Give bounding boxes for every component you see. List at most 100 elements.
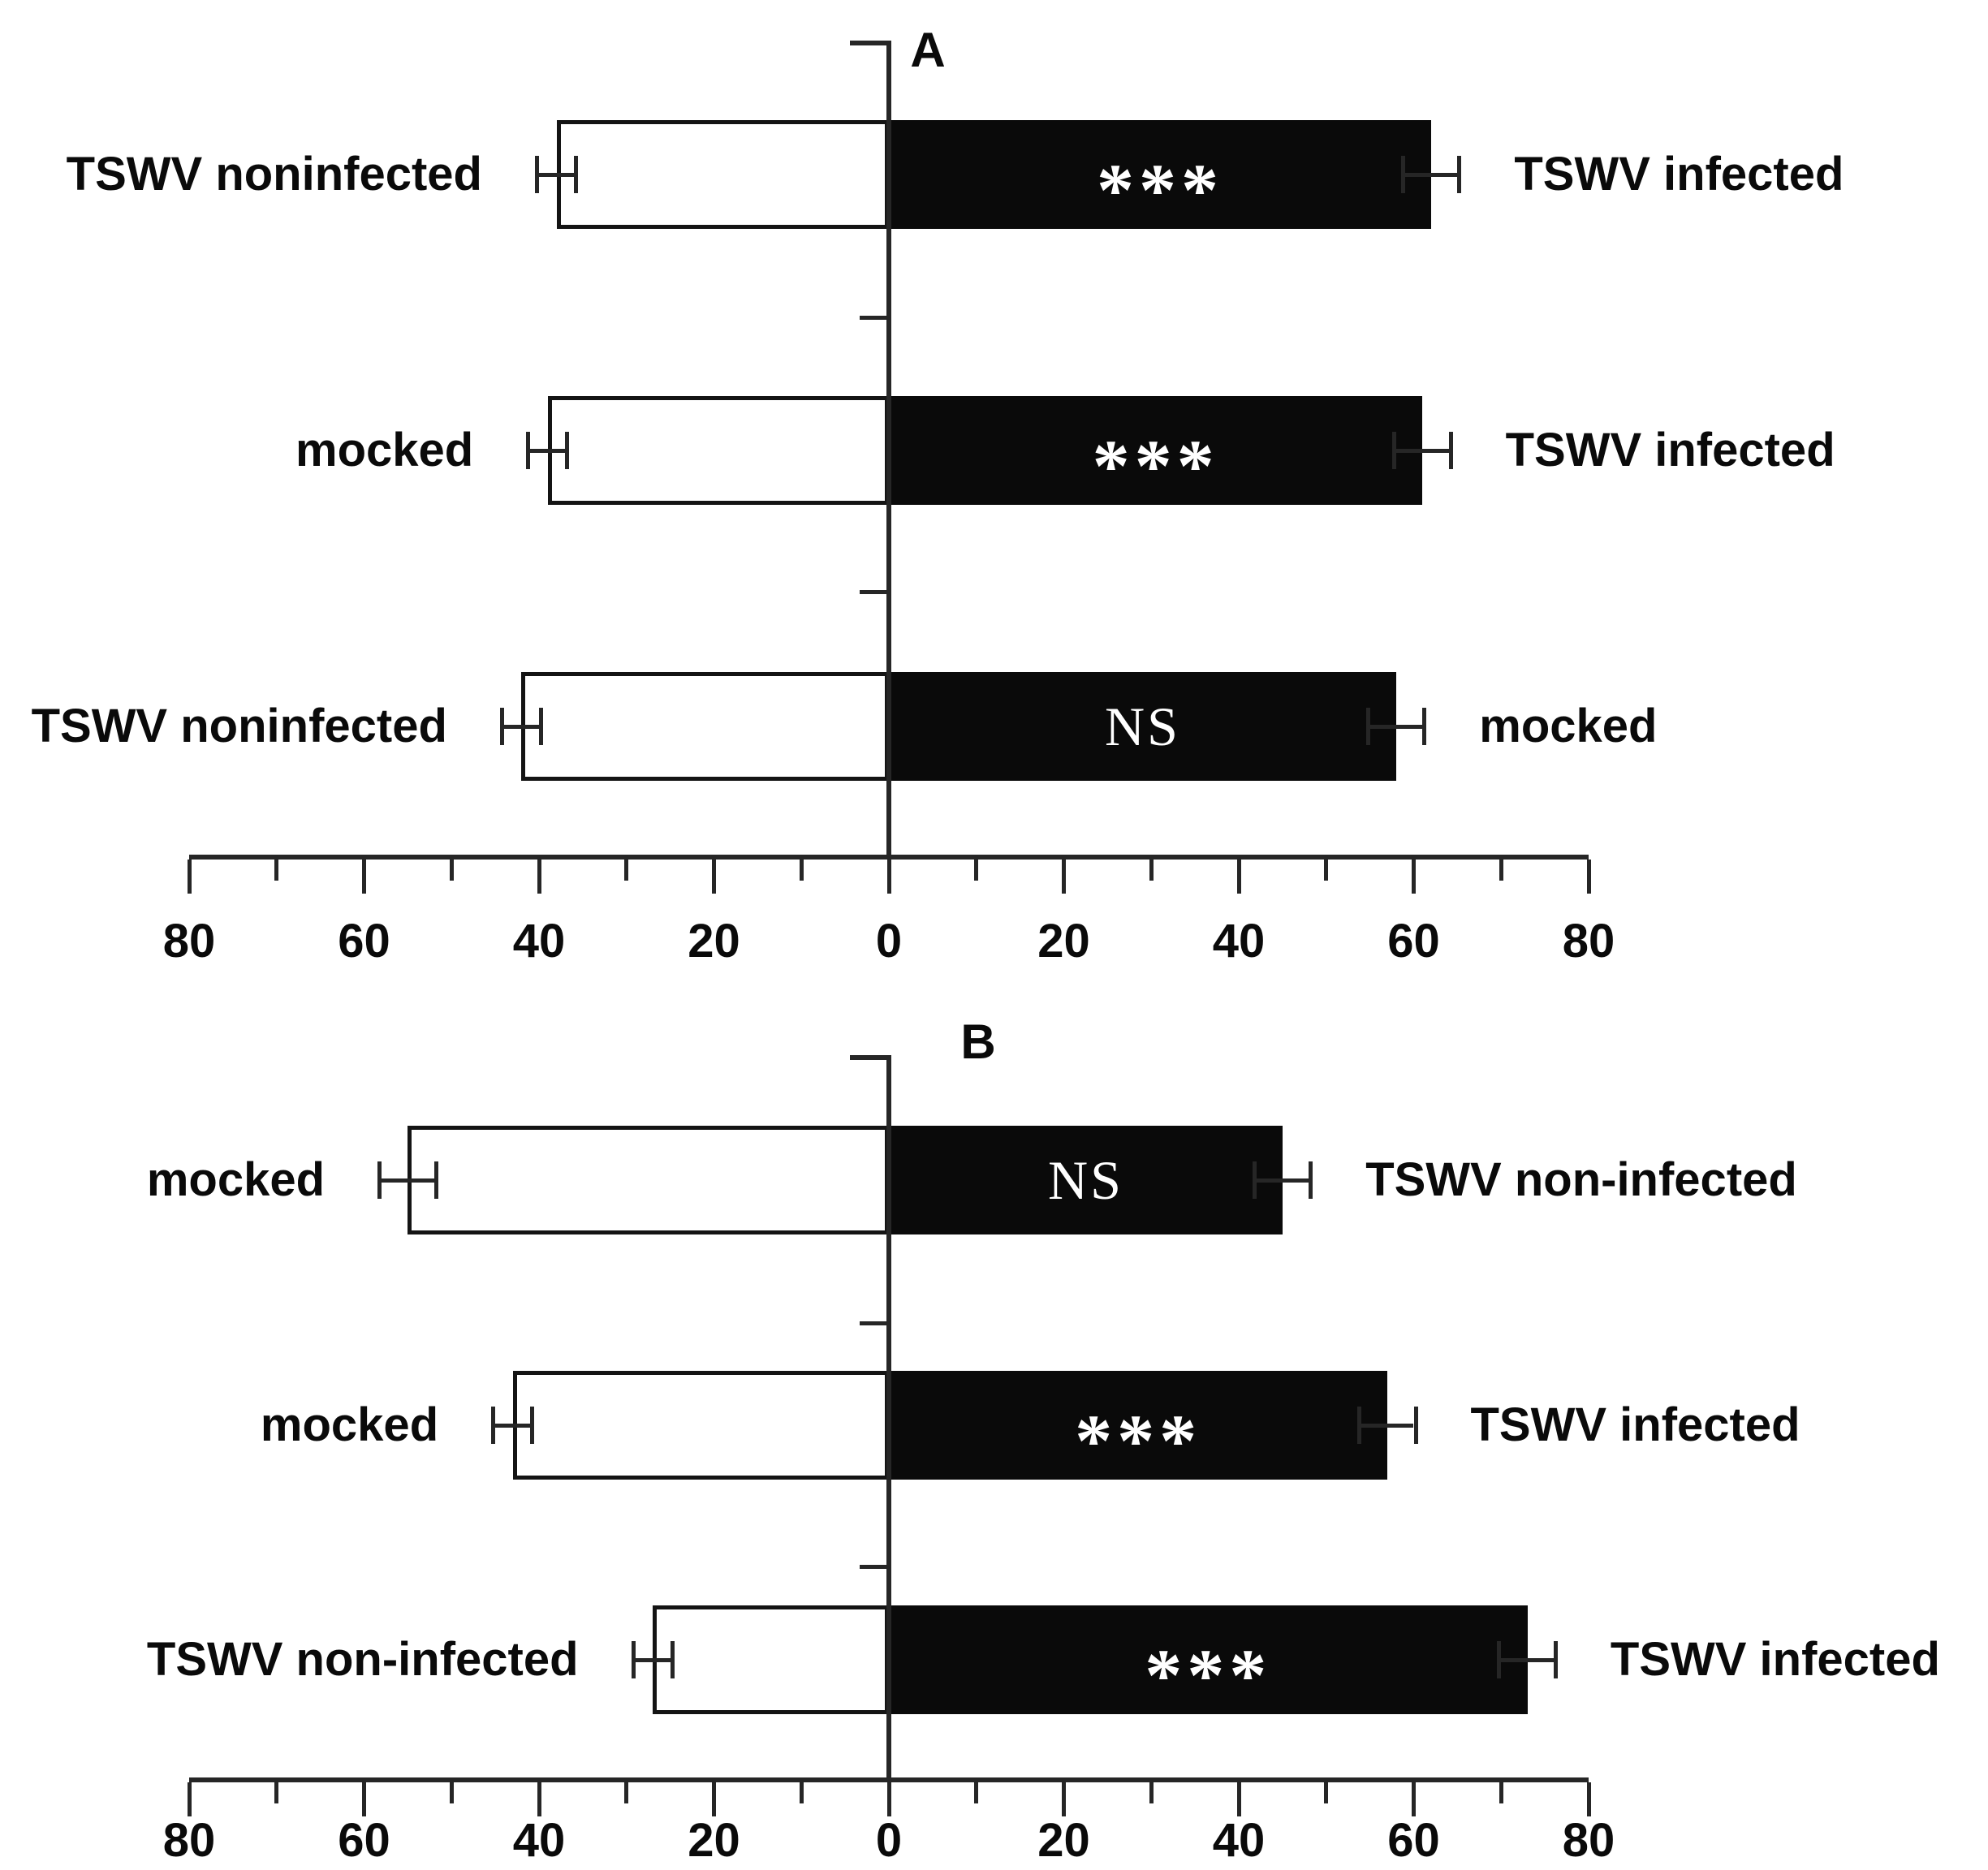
panel-B-x-tick-80 [1586,1782,1591,1816]
panel-B-x-tick-40 [1236,1782,1241,1816]
panel-B-x-tick--80 [187,1782,192,1816]
panel-A-x-tick-40 [1236,860,1241,894]
left-bar-A3 [521,672,889,781]
panel-A-x-tick-30 [1149,860,1154,881]
panel-A-x-tick-label-5-text: 20 [1037,915,1090,967]
panel-A-x-tick-label-6-text: 40 [1212,915,1266,967]
panel-B-x-tick-label-6: 40 [1213,1817,1266,1864]
left-bar-B2 [512,1371,889,1480]
panel-B-x-tick--60 [362,1782,366,1816]
left-category-label-A3-text: TSWV noninfected [31,700,447,752]
panel-B-x-tick-label-0-text: 80 [162,1814,216,1867]
panel-A-x-tick-80 [1586,860,1591,894]
left-error-cap-inner-B2 [530,1407,535,1444]
left-category-label-A3: TSWV noninfected [32,703,447,750]
panel-B-x-tick-label-8: 80 [1563,1817,1615,1864]
right-category-label-B3: TSWV infected [1611,1636,1940,1683]
significance-label-B1-text: NS [1047,1148,1123,1211]
left-category-label-B2: mocked [261,1402,438,1449]
panel-B-title: B [960,1018,995,1066]
left-category-label-A1-text: TSWV noninfected [66,148,482,200]
right-error-cap-outer-B1 [1309,1161,1313,1199]
panel-A-x-tick--50 [449,860,454,881]
panel-A-letter: A [910,23,946,77]
left-error-cap-outer-A2 [526,432,531,469]
panel-B-x-tick-60 [1412,1782,1416,1816]
panel-A-x-tick-label-7: 60 [1387,918,1440,965]
right-error-cap-outer-A1 [1457,156,1462,193]
right-error-cap-inner-A3 [1365,708,1370,745]
right-error-bar-A2 [1395,448,1449,453]
panel-A-center-axis [886,41,891,859]
left-error-bar-A1 [539,172,575,177]
panel-A-x-axis [189,855,1589,860]
panel-A-x-tick-50 [1324,860,1329,881]
significance-label-B1: NS [889,1126,1283,1234]
right-error-cap-inner-A1 [1400,156,1405,193]
panel-A-x-tick--70 [274,860,279,881]
panel-B-x-tick-label-6-text: 40 [1212,1814,1266,1867]
left-bar-B3 [653,1605,889,1714]
left-category-label-A1: TSWV noninfected [67,151,482,198]
panel-A-separator-tick-2 [860,590,889,594]
right-bar-B1 [889,1126,1283,1234]
panel-B-x-tick-label-5-text: 20 [1037,1814,1090,1867]
panel-B-x-tick-label-4-text: 0 [875,1814,903,1867]
right-bar-A2 [889,396,1423,505]
right-bar-A1 [889,120,1432,229]
left-category-label-B3-text: TSWV non-infected [146,1633,579,1686]
panel-B-x-tick-label-5: 20 [1037,1817,1090,1864]
panel-A-title: A [910,26,945,75]
panel-B-separator-tick-1 [860,1321,889,1325]
panel-A-x-tick-10 [974,860,979,881]
panel-B-x-tick-label-7-text: 60 [1387,1814,1440,1867]
panel-B-x-tick--40 [537,1782,541,1816]
left-category-label-A2-text: mocked [295,424,474,476]
panel-B-separator-tick-2 [860,1565,889,1569]
significance-label-A2-text: *** [1092,424,1219,508]
panel-A-x-tick-label-0: 80 [163,918,216,965]
panel-A-x-tick--40 [537,860,541,894]
left-category-label-B1: mocked [147,1157,325,1204]
right-category-label-A1: TSWV infected [1514,151,1844,198]
left-category-label-A2: mocked [295,427,473,474]
left-error-cap-inner-B3 [670,1641,675,1678]
panel-A-x-tick-label-3-text: 20 [688,915,740,967]
panel-A-x-tick--80 [187,860,192,894]
panel-A-x-tick--10 [799,860,804,881]
panel-A-x-tick-label-8: 80 [1563,918,1615,965]
panel-A-x-tick--20 [712,860,716,894]
panel-B-x-tick-label-3: 20 [688,1817,740,1864]
panel-A-x-tick--30 [624,860,629,881]
significance-label-A2: *** [889,396,1422,507]
significance-label-A3-text: NS [1105,695,1180,757]
panel-B-axis-top-cap [850,1055,889,1060]
right-error-cap-inner-B1 [1252,1161,1257,1199]
left-error-cap-outer-B3 [631,1641,636,1678]
significance-label-A1: *** [889,120,1431,231]
panel-A-x-tick-20 [1062,860,1066,894]
left-error-bar-A2 [530,448,566,453]
right-error-bar-A3 [1369,724,1423,729]
panel-B-x-tick--30 [624,1782,629,1803]
left-error-cap-inner-B1 [433,1161,438,1199]
panel-B-x-tick--70 [274,1782,279,1803]
right-error-bar-B1 [1256,1178,1309,1183]
panel-A-x-tick--60 [362,860,366,894]
right-error-cap-outer-B2 [1413,1407,1418,1444]
right-error-cap-inner-B3 [1497,1641,1502,1678]
panel-B-center-axis [886,1055,891,1782]
panel-B-letter: B [960,1015,996,1069]
panel-A-x-tick-label-5: 20 [1037,918,1090,965]
left-error-cap-inner-A1 [574,156,579,193]
panel-B-x-tick--20 [712,1782,716,1816]
left-error-bar-B2 [495,1423,531,1428]
panel-B-x-tick-label-0: 80 [163,1817,216,1864]
panel-B-x-tick-label-1-text: 60 [338,1814,390,1867]
right-error-bar-B2 [1361,1423,1414,1428]
right-category-label-B2-text: TSWV infected [1470,1398,1800,1451]
significance-label-B3-text: *** [1145,1634,1272,1717]
right-category-label-A3-text: mocked [1479,700,1658,752]
panel-B-x-axis [189,1777,1589,1782]
